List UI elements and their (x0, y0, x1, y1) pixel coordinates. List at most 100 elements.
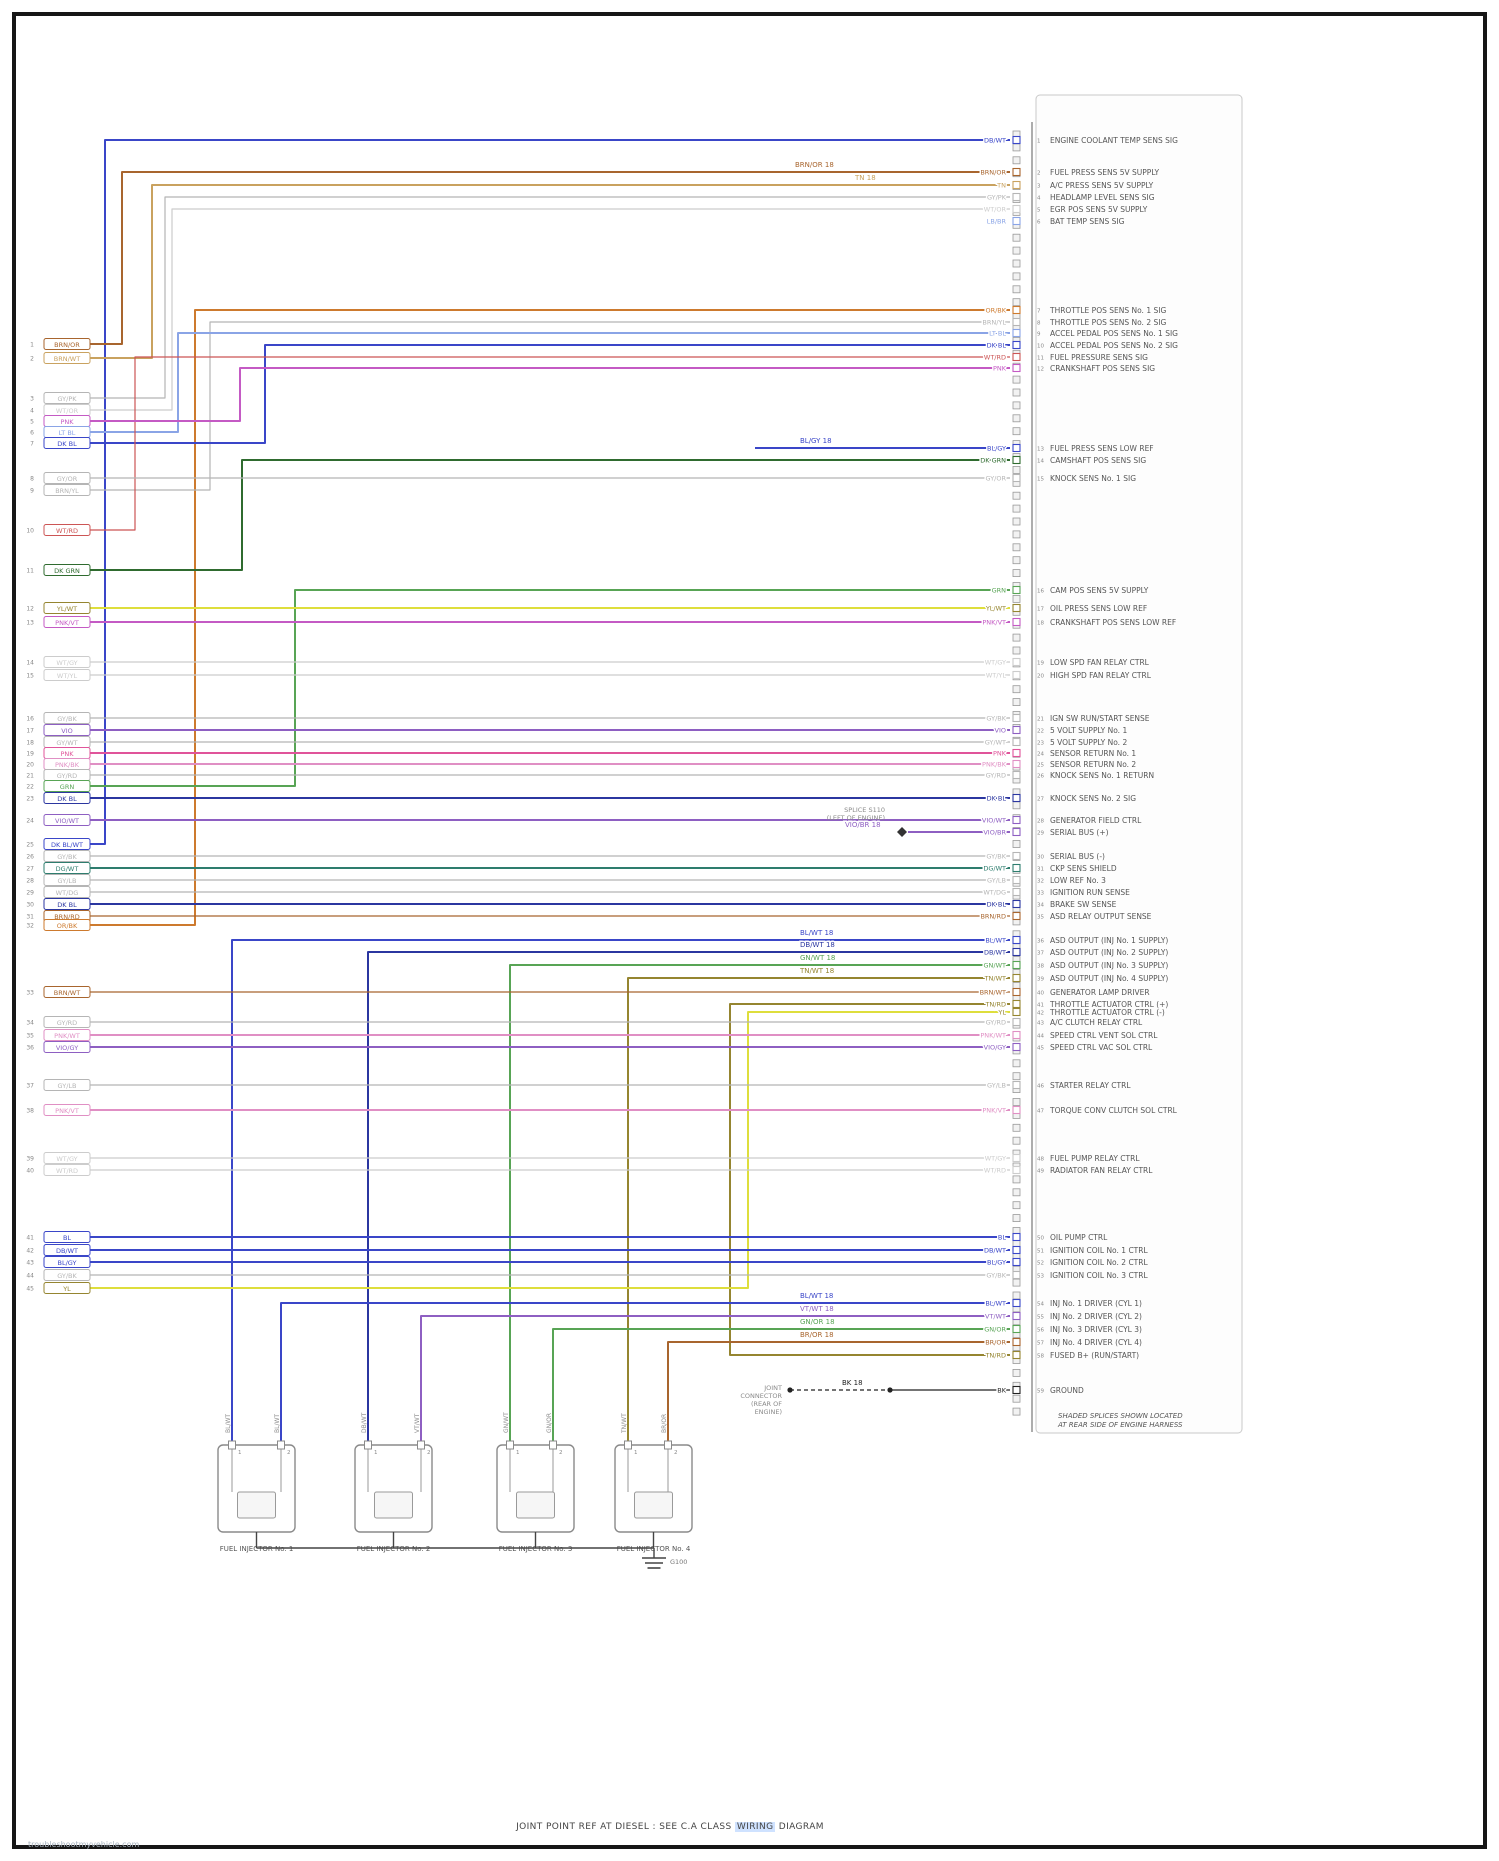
left-pin[interactable]: DG/WT (43, 862, 91, 874)
left-pin[interactable]: PNK/VT (43, 1104, 91, 1116)
connector-pin-active[interactable] (1012, 1080, 1021, 1090)
connector-pin-active[interactable] (1012, 759, 1021, 769)
connector-pin-active[interactable] (1012, 1324, 1021, 1334)
connector-pin[interactable] (1012, 1394, 1021, 1403)
injector-pin[interactable] (277, 1440, 285, 1450)
connector-pin[interactable] (1012, 143, 1021, 152)
left-pin[interactable]: WT/RD (43, 524, 91, 536)
connector-pin-active[interactable] (1012, 748, 1021, 758)
connector-pin-active[interactable] (1012, 363, 1021, 373)
left-pin[interactable]: PNK (43, 747, 91, 759)
connector-pin-active[interactable] (1012, 999, 1021, 1009)
connector-pin[interactable] (1012, 156, 1021, 165)
connector-pin-active[interactable] (1012, 317, 1021, 327)
connector-pin-active[interactable] (1012, 1232, 1021, 1242)
connector-pin[interactable] (1012, 491, 1021, 500)
connector-pin-active[interactable] (1012, 713, 1021, 723)
connector-pin-active[interactable] (1012, 947, 1021, 957)
connector-pin-active[interactable] (1012, 899, 1021, 909)
connector-pin-active[interactable] (1012, 443, 1021, 453)
connector-pin-active[interactable] (1012, 305, 1021, 315)
connector-pin-active[interactable] (1012, 1311, 1021, 1321)
left-pin[interactable]: WT/GY (43, 656, 91, 668)
connector-pin-active[interactable] (1012, 737, 1021, 747)
connector-pin[interactable] (1012, 543, 1021, 552)
left-pin[interactable]: PNK/WT (43, 1029, 91, 1041)
connector-pin[interactable] (1012, 595, 1021, 603)
connector-pin-active[interactable] (1012, 603, 1021, 613)
connector-pin-active[interactable] (1012, 328, 1021, 338)
injector-pin[interactable] (364, 1440, 372, 1450)
connector-pin[interactable] (1012, 1278, 1021, 1287)
connector-pin[interactable] (1012, 427, 1021, 436)
connector-pin[interactable] (1012, 285, 1021, 294)
connector-pin-active[interactable] (1012, 1337, 1021, 1347)
left-pin[interactable]: WT/DG (43, 886, 91, 898)
connector-pin[interactable] (1012, 840, 1021, 848)
connector-pin[interactable] (1012, 1369, 1021, 1377)
connector-pin[interactable] (1012, 1407, 1021, 1416)
connector-pin-active[interactable] (1012, 987, 1021, 997)
connector-pin[interactable] (1012, 569, 1021, 577)
left-pin[interactable]: WT/OR (43, 404, 91, 416)
connector-pin-active[interactable] (1012, 1298, 1021, 1308)
left-pin[interactable]: LT BL (43, 426, 91, 438)
connector-pin-active[interactable] (1012, 875, 1021, 885)
connector-pin[interactable] (1012, 414, 1021, 423)
connector-pin-active[interactable] (1012, 851, 1021, 861)
connector-pin[interactable] (1012, 1188, 1021, 1197)
left-pin[interactable]: BRN/WT (43, 352, 91, 364)
left-pin[interactable]: WT/YL (43, 669, 91, 681)
connector-pin[interactable] (1012, 685, 1021, 694)
left-pin[interactable]: BRN/YL (43, 484, 91, 496)
left-pin[interactable]: DK GRN (43, 564, 91, 576)
connector-pin-active[interactable] (1012, 455, 1021, 465)
connector-pin-active[interactable] (1012, 1153, 1021, 1163)
connector-pin-active[interactable] (1012, 1385, 1021, 1395)
left-pin[interactable]: GY/RD (43, 769, 91, 781)
left-pin[interactable]: BL/GY (43, 1256, 91, 1268)
connector-pin-active[interactable] (1012, 192, 1021, 202)
connector-pin[interactable] (1012, 530, 1021, 539)
connector-pin-active[interactable] (1012, 1270, 1021, 1280)
left-pin[interactable]: DK BL (43, 898, 91, 910)
connector-pin[interactable] (1012, 698, 1021, 706)
left-pin[interactable]: GY/RD (43, 1016, 91, 1028)
connector-pin-active[interactable] (1012, 204, 1021, 214)
left-pin[interactable]: BRN/RD (43, 910, 91, 922)
connector-pin[interactable] (1012, 233, 1021, 242)
connector-pin-active[interactable] (1012, 827, 1021, 837)
left-pin[interactable]: GY/BK (43, 1269, 91, 1281)
injector-pin[interactable] (417, 1440, 425, 1450)
connector-pin[interactable] (1012, 246, 1021, 255)
left-pin[interactable]: DK BL (43, 792, 91, 804)
connector-pin[interactable] (1012, 801, 1021, 810)
connector-pin[interactable] (1012, 1136, 1021, 1145)
connector-pin-active[interactable] (1012, 1007, 1021, 1017)
connector-pin-active[interactable] (1012, 216, 1021, 226)
left-pin[interactable]: GY/LB (43, 1079, 91, 1091)
connector-pin-active[interactable] (1012, 887, 1021, 897)
left-pin[interactable]: VIO/WT (43, 814, 91, 826)
left-pin[interactable]: DB/WT (43, 1244, 91, 1256)
left-pin[interactable]: GY/OR (43, 472, 91, 484)
left-pin[interactable]: GRN (43, 780, 91, 792)
connector-pin[interactable] (1012, 259, 1021, 268)
connector-pin[interactable] (1012, 298, 1021, 307)
connector-pin-active[interactable] (1012, 167, 1021, 177)
connector-pin-active[interactable] (1012, 815, 1021, 825)
connector-pin[interactable] (1012, 504, 1021, 513)
connector-pin[interactable] (1012, 1214, 1021, 1222)
connector-pin[interactable] (1012, 375, 1021, 384)
connector-pin[interactable] (1012, 1123, 1021, 1132)
left-pin[interactable]: DK BL/WT (43, 838, 91, 850)
injector-pin[interactable] (549, 1440, 557, 1450)
injector-pin[interactable] (664, 1440, 672, 1450)
left-pin[interactable]: BRN/WT (43, 986, 91, 998)
connector-pin-active[interactable] (1012, 340, 1021, 350)
left-pin[interactable]: WT/GY (43, 1152, 91, 1164)
injector-pin[interactable] (228, 1440, 236, 1450)
connector-pin[interactable] (1012, 1175, 1021, 1184)
left-pin[interactable]: GY/PK (43, 392, 91, 404)
left-pin[interactable]: YL (43, 1282, 91, 1294)
